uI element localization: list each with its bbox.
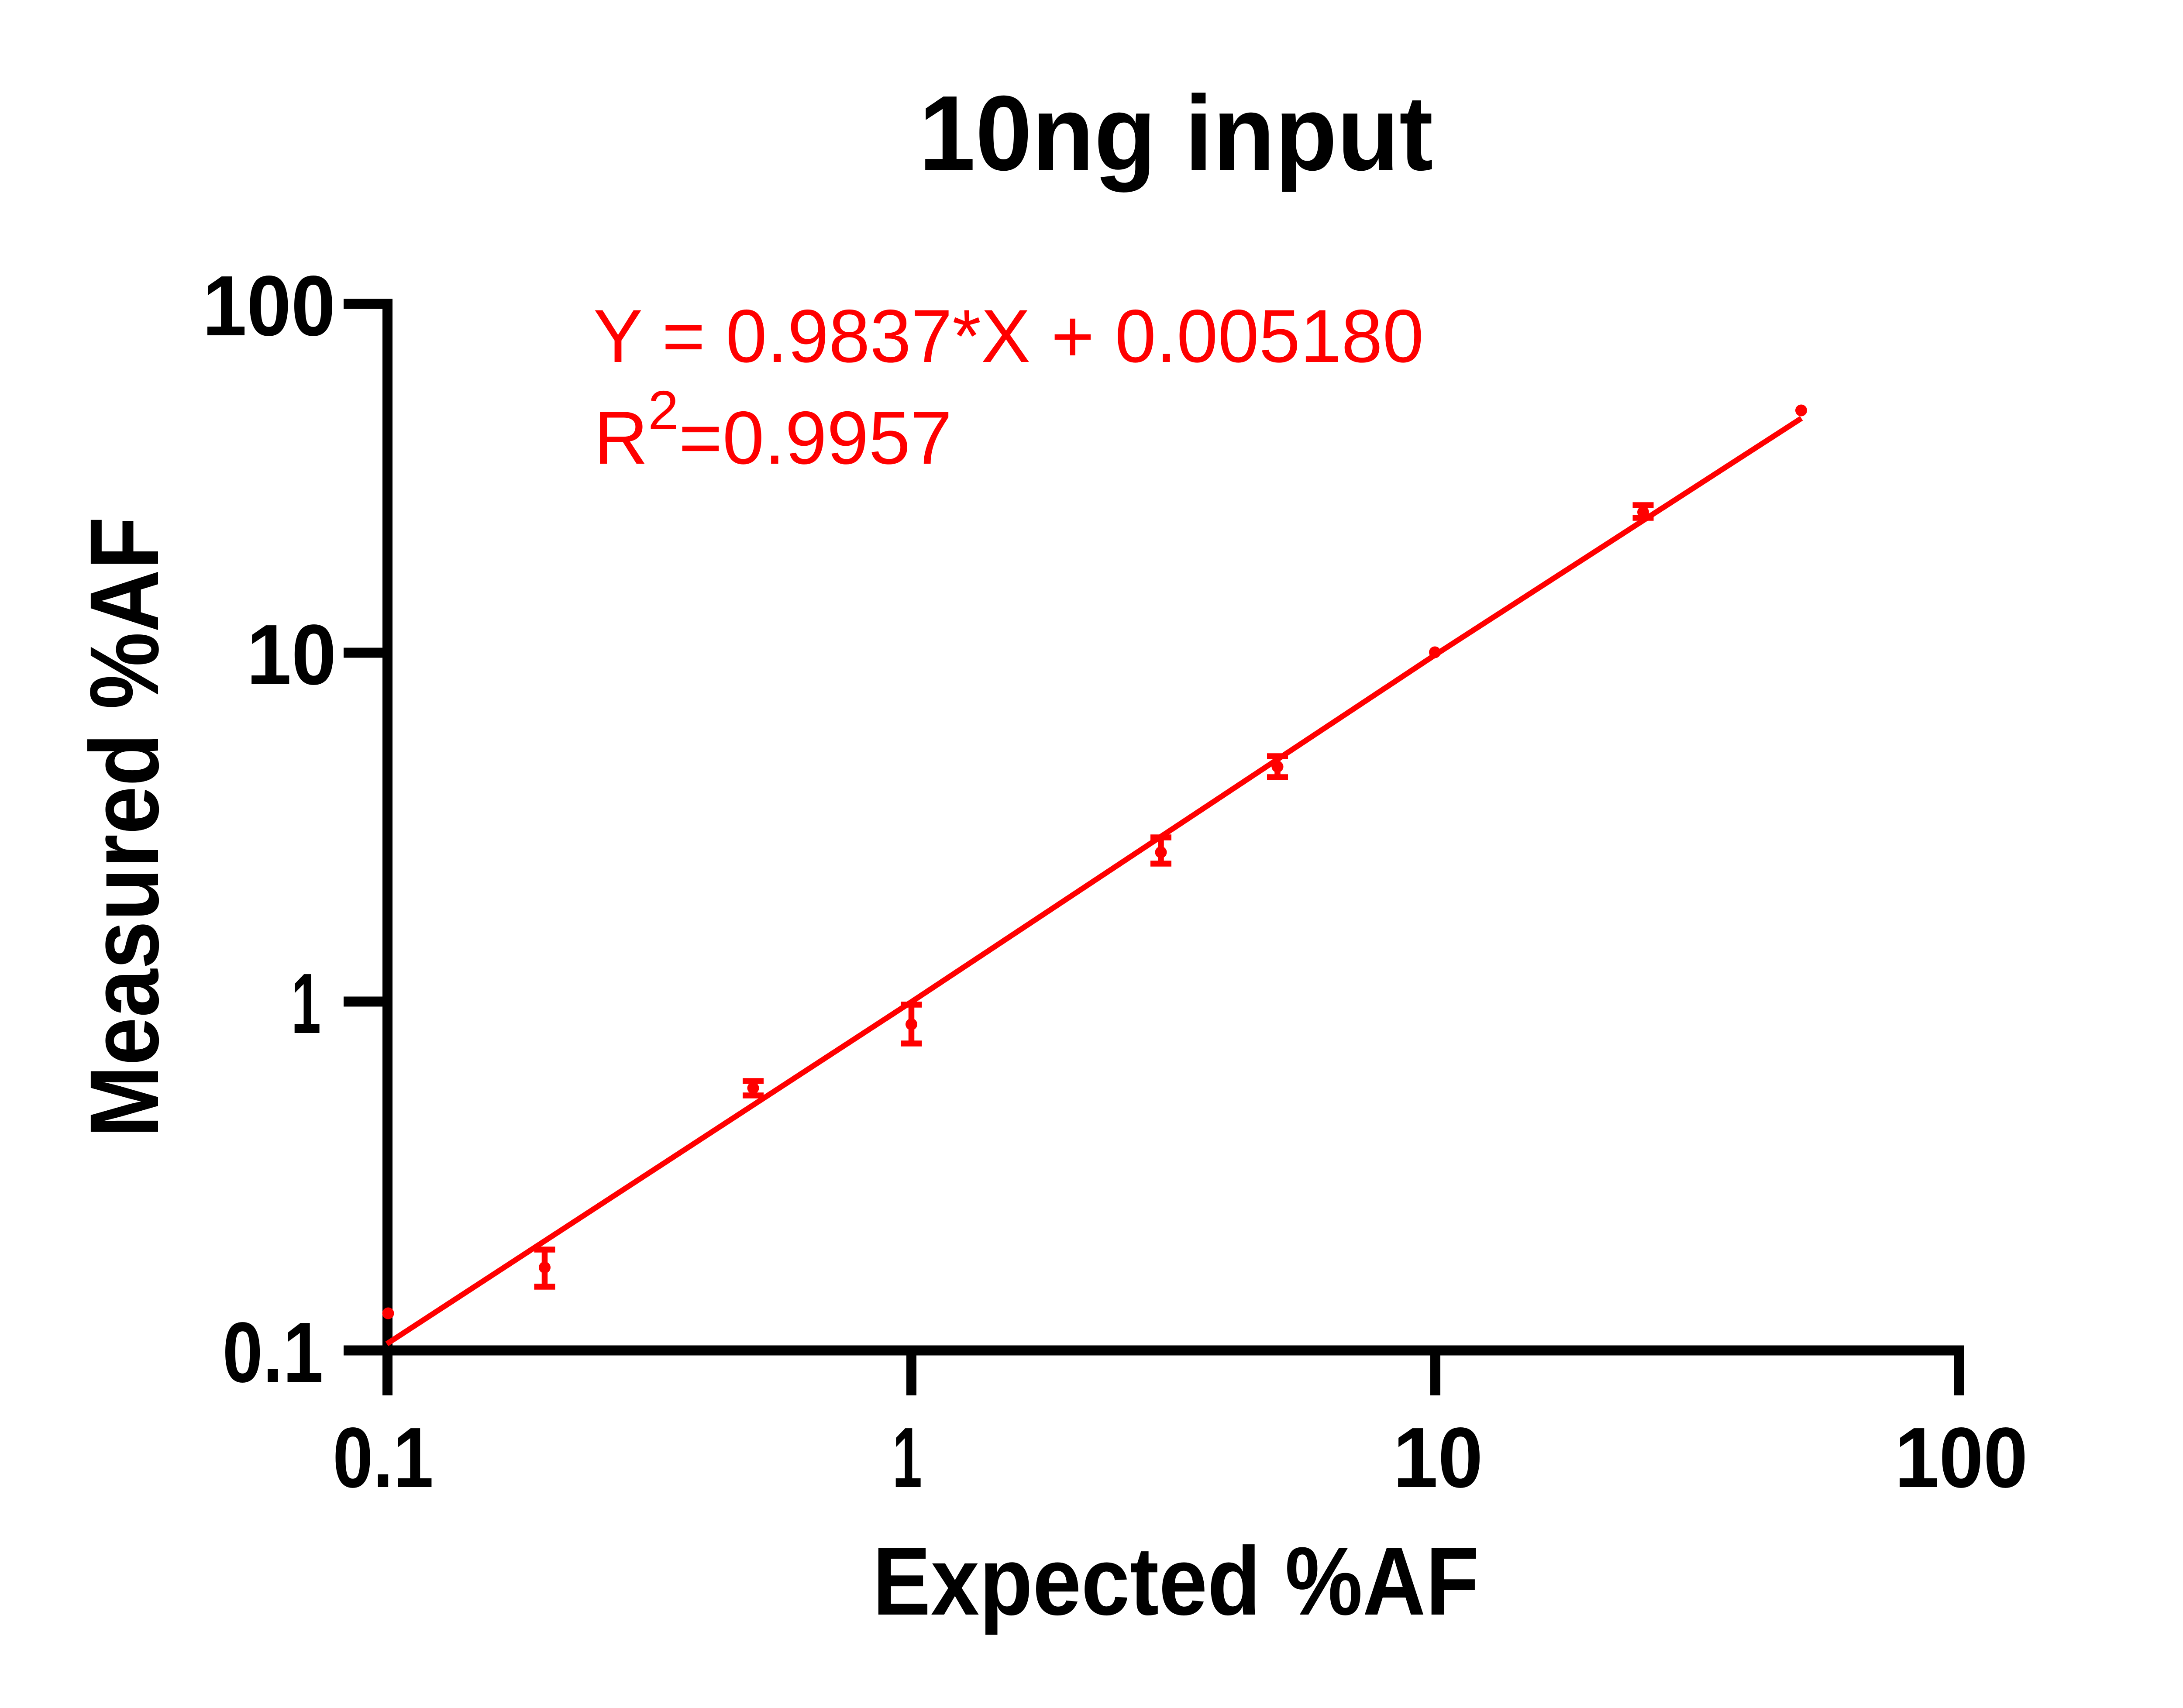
svg-text:1: 1 bbox=[291, 956, 321, 1051]
svg-text:Y = 0.9837*X + 0.005180: Y = 0.9837*X + 0.005180 bbox=[593, 294, 1424, 378]
svg-text:0.1: 0.1 bbox=[333, 1410, 434, 1505]
svg-text:10: 10 bbox=[247, 607, 337, 702]
svg-text:100: 100 bbox=[203, 258, 336, 354]
svg-text:Measured %AF: Measured %AF bbox=[70, 517, 179, 1138]
svg-text:1: 1 bbox=[892, 1410, 922, 1505]
svg-text:0.1: 0.1 bbox=[223, 1305, 324, 1400]
svg-text:Expected %AF: Expected %AF bbox=[873, 1527, 1479, 1636]
svg-text:10ng input: 10ng input bbox=[919, 73, 1433, 193]
svg-text:100: 100 bbox=[1895, 1410, 2028, 1505]
svg-text:10: 10 bbox=[1393, 1410, 1483, 1505]
